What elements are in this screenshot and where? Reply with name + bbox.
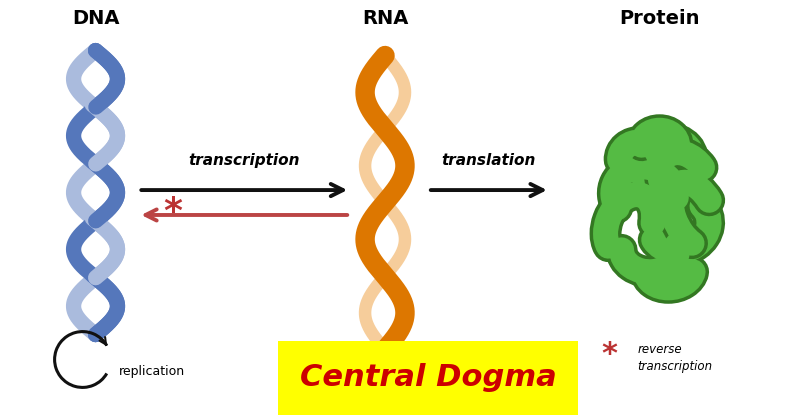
Text: *: * — [163, 195, 182, 229]
FancyBboxPatch shape — [278, 341, 578, 415]
Text: replication: replication — [118, 365, 185, 378]
Text: translation: translation — [442, 153, 536, 168]
Text: RNA: RNA — [362, 9, 408, 28]
Text: reverse
transcription: reverse transcription — [638, 343, 713, 373]
Text: Central Dogma: Central Dogma — [299, 363, 556, 392]
Text: transcription: transcription — [189, 153, 300, 168]
Text: DNA: DNA — [72, 9, 119, 28]
Text: *: * — [602, 340, 618, 369]
Text: Protein: Protein — [619, 9, 700, 28]
